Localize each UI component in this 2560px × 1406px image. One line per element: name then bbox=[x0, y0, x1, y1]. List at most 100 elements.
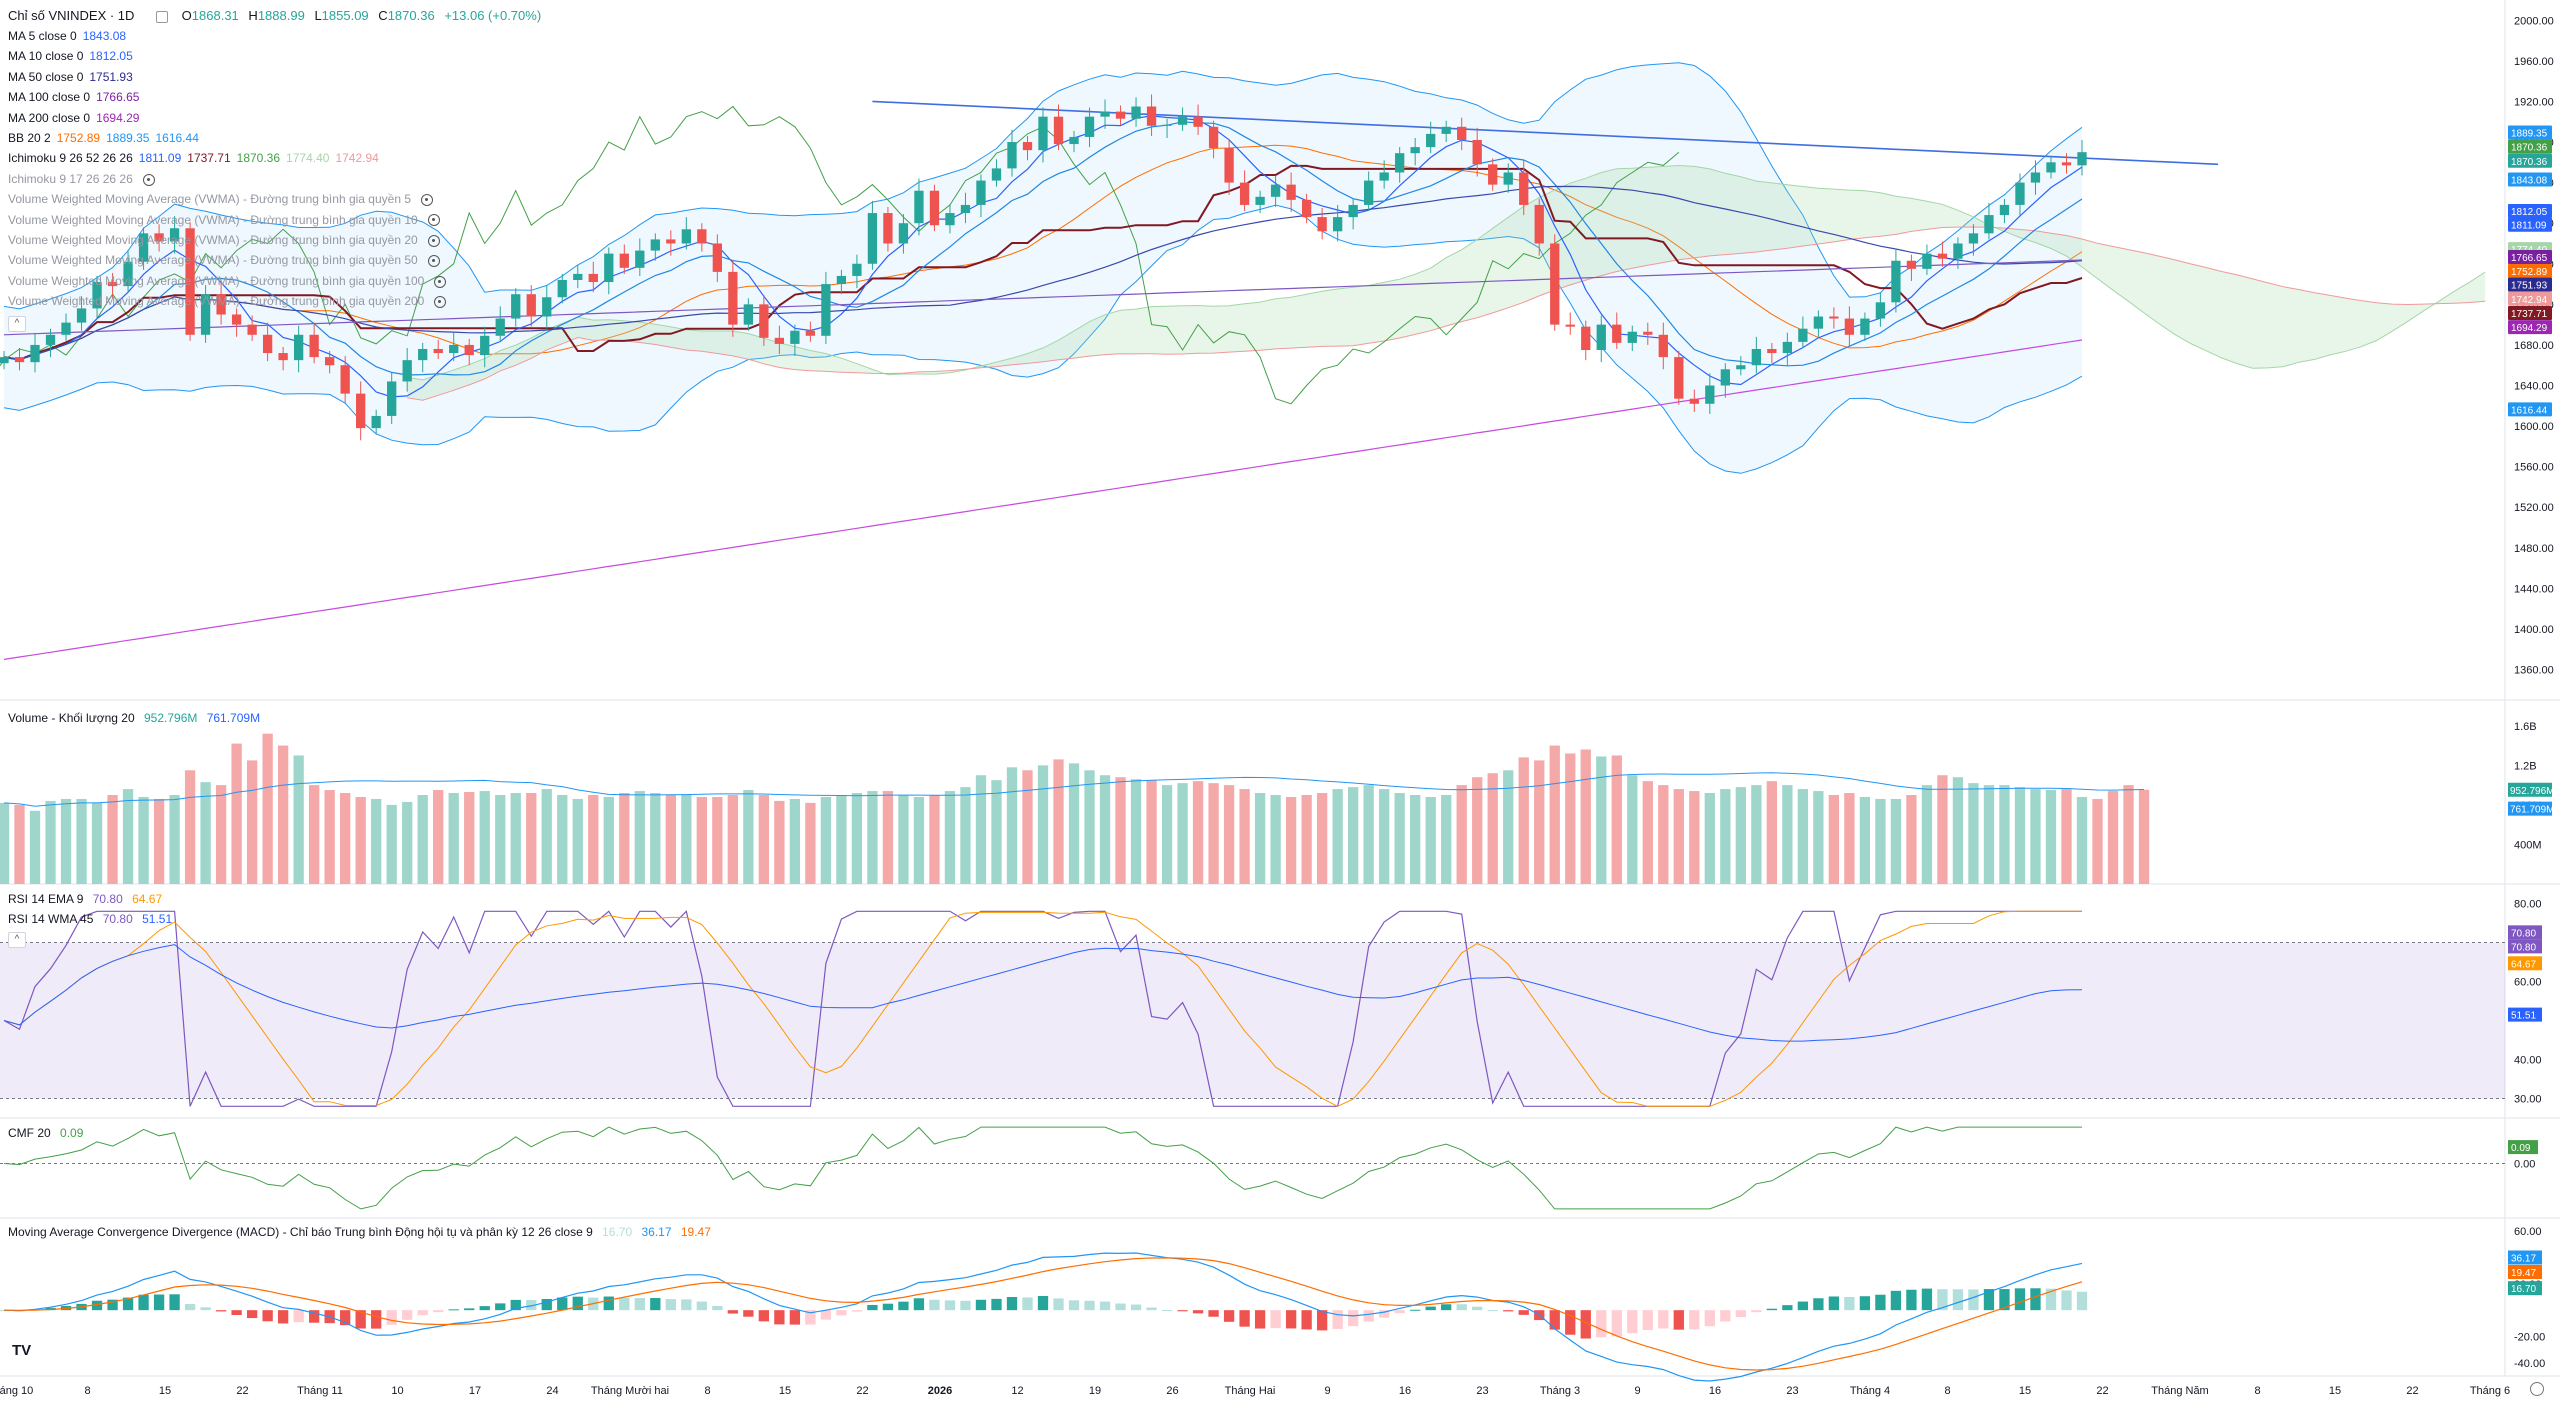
indicator-legend-11[interactable]: Volume Weighted Moving Average (VWMA) - … bbox=[8, 250, 440, 270]
volume-bar bbox=[495, 795, 506, 884]
price-axis-tick: 1920.00 bbox=[2514, 96, 2554, 108]
indicator-legend-label: Volume Weighted Moving Average (VWMA) - … bbox=[8, 212, 418, 227]
indicator-legend-6[interactable]: Ichimoku 9 26 52 26 26 1811.09 1737.71 1870… bbox=[8, 148, 385, 168]
hidden-eye-icon[interactable] bbox=[427, 255, 440, 268]
low-value: 1855.09 bbox=[321, 8, 369, 23]
candle-body bbox=[247, 324, 257, 335]
settings-icon[interactable] bbox=[156, 10, 169, 23]
volume-bar bbox=[913, 796, 925, 884]
volume-bar bbox=[1115, 777, 1126, 884]
cmf-line bbox=[3, 1126, 2082, 1210]
price-label-text: 1737.71 bbox=[2511, 309, 2548, 320]
tradingview-logo-icon[interactable]: TV bbox=[12, 1342, 32, 1359]
collapse-legend-icon[interactable]: ^ bbox=[8, 316, 26, 332]
symbol-header[interactable]: Chỉ số VNINDEX · 1D O1868.31 H1888.99 L1… bbox=[8, 6, 541, 26]
indicator-legend-9[interactable]: Volume Weighted Moving Average (VWMA) - … bbox=[8, 210, 440, 230]
candle-body bbox=[1813, 316, 1824, 329]
volume-bar bbox=[1921, 785, 1933, 884]
candle-body bbox=[1162, 124, 1172, 126]
macd-line bbox=[3, 1252, 2083, 1382]
hidden-eye-icon[interactable] bbox=[427, 214, 440, 227]
price-label: 1889.35 bbox=[2508, 125, 2552, 140]
candle-body bbox=[1348, 204, 1358, 218]
hidden-eye-icon[interactable] bbox=[427, 234, 440, 247]
candle-body bbox=[2061, 162, 2072, 166]
candle bbox=[1550, 234, 1560, 331]
collapse-rsi-legend-icon[interactable]: ^ bbox=[8, 932, 26, 948]
time-axis-tick: 15 bbox=[779, 1385, 791, 1397]
volume-bar bbox=[1859, 796, 1871, 884]
volume-bar bbox=[1099, 775, 1111, 884]
price-label-bg bbox=[2508, 402, 2552, 417]
candle-body bbox=[1999, 204, 2010, 216]
macd-axis-tick: -20.00 bbox=[2514, 1332, 2545, 1344]
candle bbox=[1875, 293, 1886, 327]
indicator-legend-1[interactable]: MA 10 close 0 1812.05 bbox=[8, 46, 139, 66]
candle-body bbox=[1457, 126, 1467, 140]
macd-hist-bar bbox=[1487, 1310, 1498, 1312]
price-label: 1766.65 bbox=[2508, 250, 2552, 265]
indicator-legend-label: Ichimoku 9 26 52 26 26 bbox=[8, 151, 133, 166]
indicator-legend-0[interactable]: MA 5 close 0 1843.08 bbox=[8, 26, 132, 46]
macd-hist-bar bbox=[975, 1299, 987, 1311]
macd-hist-bar bbox=[1921, 1288, 1933, 1311]
candle bbox=[402, 347, 412, 392]
volume-bar bbox=[2045, 790, 2057, 884]
cmf-axis-tick: 0.00 bbox=[2514, 1158, 2535, 1170]
price-labels: 1889.35 1870.36 1870.36 1843.08 1812.05 1811.… bbox=[2508, 125, 2552, 417]
candle-body bbox=[1022, 142, 1033, 151]
macd-hist-bar bbox=[2030, 1288, 2041, 1311]
price-label-text: 1766.65 bbox=[2511, 253, 2548, 264]
price-axis-tick: 1960.00 bbox=[2514, 56, 2554, 68]
indicator-legend-7[interactable]: Ichimoku 9 17 26 26 26 bbox=[8, 169, 155, 189]
volume-bar bbox=[1037, 765, 1049, 884]
indicator-legend-13[interactable]: Volume Weighted Moving Average (VWMA) - … bbox=[8, 291, 447, 311]
candle bbox=[1146, 94, 1157, 136]
indicator-legend-4[interactable]: MA 200 close 0 1694.29 bbox=[8, 108, 145, 128]
candle bbox=[883, 206, 893, 252]
macd-hist-bar bbox=[960, 1300, 971, 1311]
volume-ma-line bbox=[3, 772, 2145, 807]
rsi-label-text: 70.80 bbox=[2511, 928, 2536, 939]
indicator-legend-8[interactable]: Volume Weighted Moving Average (VWMA) - … bbox=[8, 189, 434, 209]
indicator-legend-2[interactable]: MA 50 close 0 1751.93 bbox=[8, 67, 139, 87]
rsi-label: 64.67 bbox=[2508, 956, 2542, 971]
candle-body bbox=[697, 229, 707, 244]
ichimoku-span-b bbox=[407, 226, 2486, 401]
indicator-legend-12[interactable]: Volume Weighted Moving Average (VWMA) - … bbox=[8, 271, 447, 291]
hidden-eye-icon[interactable] bbox=[421, 194, 434, 207]
candle-body bbox=[449, 344, 459, 354]
candle bbox=[1177, 107, 1188, 131]
volume-bar bbox=[2092, 798, 2103, 884]
indicator-legend-3[interactable]: MA 100 close 0 1766.65 bbox=[8, 87, 145, 107]
volume-bar bbox=[138, 796, 149, 884]
candle-body bbox=[1379, 172, 1389, 181]
candle bbox=[1860, 312, 1870, 341]
rsi2-legend-label: RSI 14 WMA 45 bbox=[8, 912, 94, 926]
hidden-eye-icon[interactable] bbox=[142, 173, 155, 186]
indicator-legend-10[interactable]: Volume Weighted Moving Average (VWMA) - … bbox=[8, 230, 440, 250]
candle-body bbox=[1208, 126, 1219, 149]
candle bbox=[371, 409, 381, 435]
volume-bar bbox=[634, 791, 645, 884]
timezone-settings-icon[interactable] bbox=[2530, 1382, 2544, 1396]
candle bbox=[1937, 241, 1948, 267]
bollinger-band-fill bbox=[4, 62, 2082, 474]
volume-bar bbox=[696, 796, 707, 884]
candle bbox=[914, 178, 924, 236]
hidden-eye-icon[interactable] bbox=[434, 275, 447, 288]
rsi-label-bg bbox=[2508, 925, 2542, 940]
candle bbox=[1053, 104, 1064, 151]
hidden-eye-icon[interactable] bbox=[434, 296, 447, 309]
time-axis-tick: Tháng Mười hai bbox=[591, 1385, 669, 1397]
candles bbox=[0, 94, 2087, 441]
candle-body bbox=[774, 337, 785, 344]
indicator-legend-5[interactable]: BB 20 2 1752.89 1889.35 1616.44 bbox=[8, 128, 205, 148]
macd-hist-bar bbox=[402, 1310, 413, 1320]
candle-body bbox=[526, 294, 536, 317]
time-axis-tick: 9 bbox=[1634, 1385, 1640, 1397]
candle-body bbox=[1643, 331, 1653, 335]
